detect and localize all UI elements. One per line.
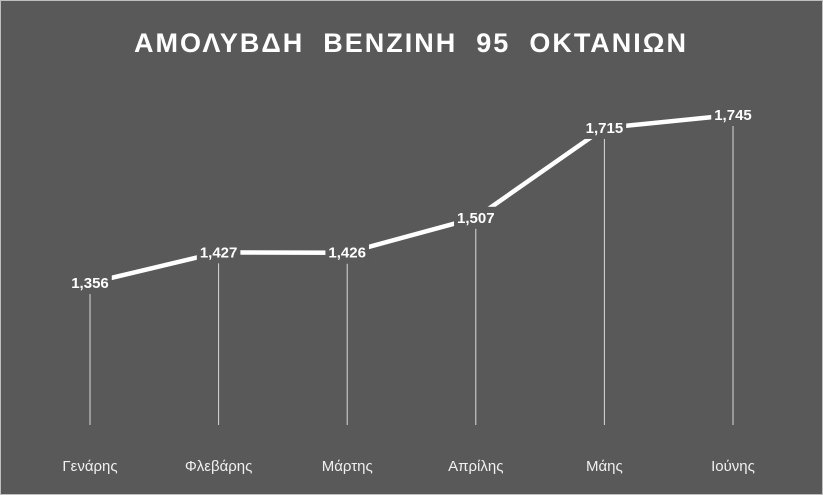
data-label-bg	[196, 241, 241, 264]
x-tick-label: Μάρτης	[322, 458, 373, 475]
x-tick-label: Απρίλης	[448, 458, 503, 475]
x-tick-label: Φλεβάρης	[185, 458, 253, 475]
data-label: 1,715	[586, 120, 624, 137]
x-tick-label: Μάης	[586, 458, 623, 475]
data-label-bg	[711, 104, 755, 126]
chart-title: ΑΜΟΛΥΒΔΗ ΒΕΝΖΙΝΗ 95 ΟΚΤΑΝΙΩΝ	[134, 28, 688, 58]
data-label: 1,356	[71, 275, 109, 292]
data-label-bg	[325, 241, 369, 264]
data-label: 1,745	[714, 107, 752, 124]
x-tick-label: Γενάρης	[62, 458, 117, 475]
data-label: 1,426	[328, 245, 366, 262]
data-label: 1,427	[200, 244, 238, 261]
x-tick-label: Ιούνης	[711, 458, 755, 475]
data-label-bg	[68, 272, 112, 294]
data-label-bg	[582, 116, 627, 139]
data-label: 1,507	[457, 210, 495, 227]
data-label-bg	[454, 206, 498, 229]
